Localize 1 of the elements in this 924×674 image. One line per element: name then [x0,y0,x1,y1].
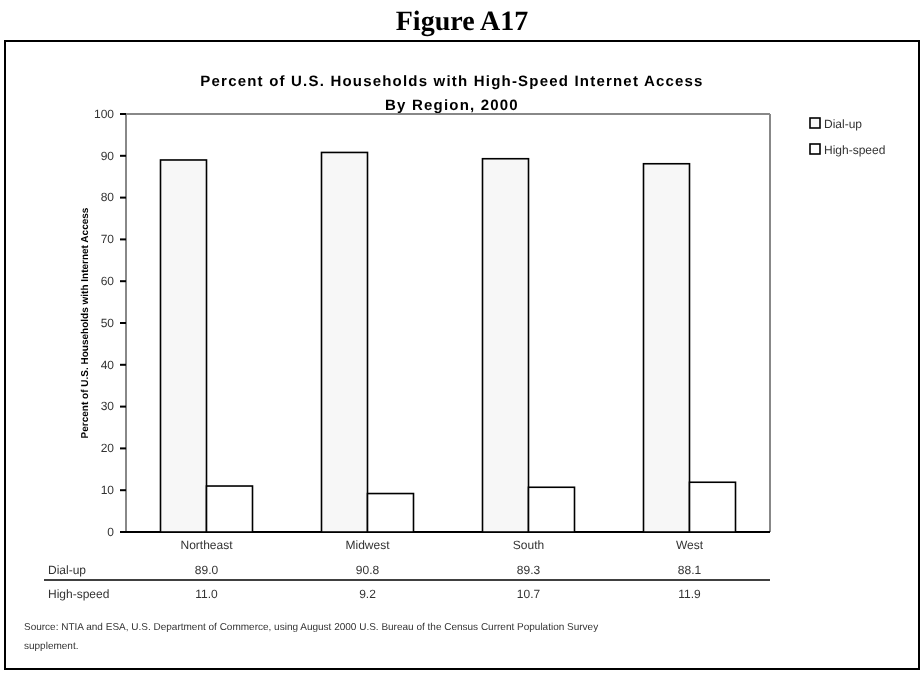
chart-title: Figure A17 [395,8,529,38]
